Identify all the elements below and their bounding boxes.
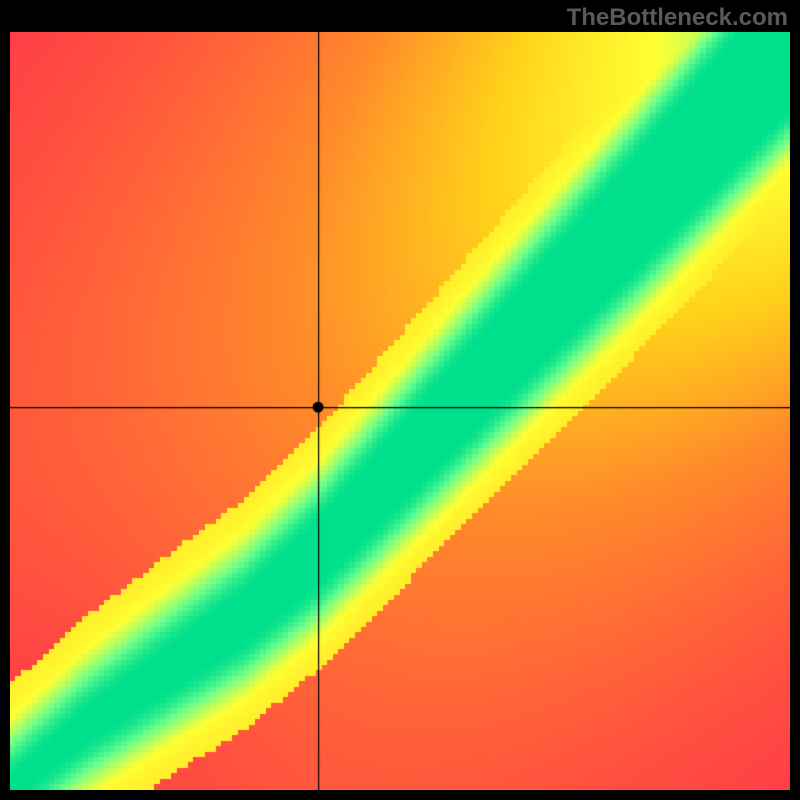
bottleneck-heatmap <box>10 32 790 790</box>
chart-container: TheBottleneck.com <box>0 0 800 800</box>
watermark-text: TheBottleneck.com <box>567 4 788 32</box>
